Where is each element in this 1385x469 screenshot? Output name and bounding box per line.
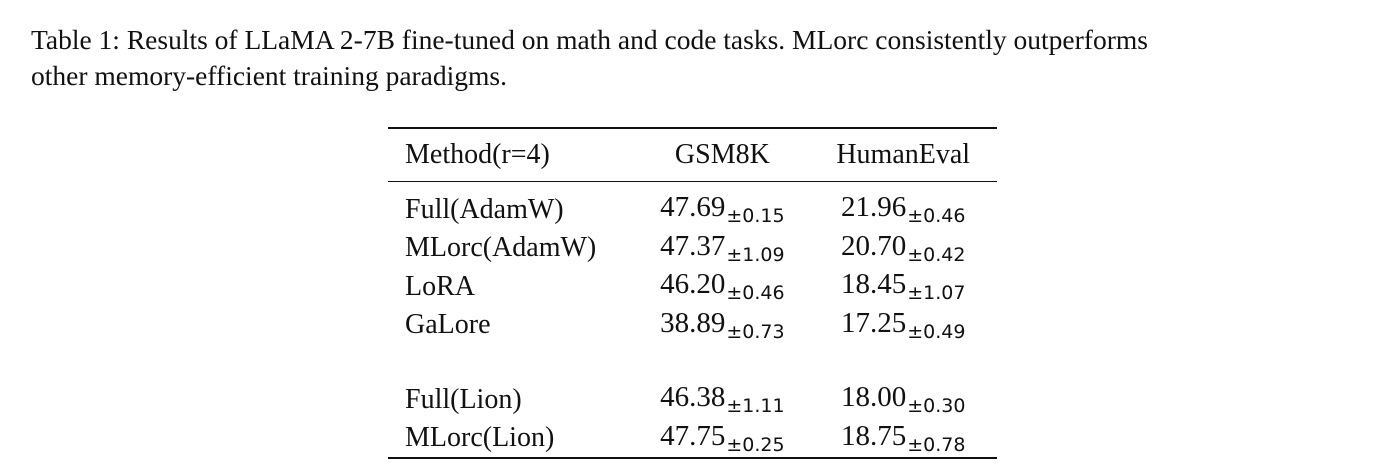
method-cell: LoRA [405,270,475,302]
gsm8k-cell: 46.38±1.11 [635,380,809,419]
gsm8k-cell: 47.37±1.09 [635,229,809,268]
gsm8k-value: 47.75 [660,419,726,452]
table-row: Full(AdamW) 47.69±0.15 21.96±0.46 [388,182,997,229]
gsm8k-cell: 38.89±0.73 [635,306,809,345]
method-cell: MLorc(Lion) [405,422,555,453]
gsm8k-std: ±0.73 [726,320,785,343]
gsm8k-std: ±0.25 [726,433,785,456]
table-header-row: Method(r=4) GSM8K HumanEval [388,128,997,182]
humaneval-cell: 18.00±0.30 [809,380,997,419]
header-gsm8k: GSM8K [674,139,770,170]
caption-line-2: other memory-efficient training paradigm… [31,60,507,91]
gsm8k-value: 38.89 [660,306,726,339]
gsm8k-value: 46.38 [660,381,726,413]
gsm8k-std: ±1.11 [726,395,785,417]
table-caption: Table 1: Results of LLaMA 2-7B fine-tune… [31,22,1361,94]
table-row: MLorc(AdamW) 47.37±1.09 20.70±0.42 [388,229,997,268]
table-row: LoRA 46.20±0.46 18.45±1.07 [388,267,997,306]
header-humaneval: HumanEval [836,139,971,170]
method-cell: Full(AdamW) [405,193,564,225]
caption-line-1: Table 1: Results of LLaMA 2-7B fine-tune… [31,24,1148,55]
gsm8k-cell: 46.20±0.46 [635,267,809,306]
humaneval-value: 18.75 [840,419,907,452]
humaneval-cell: 21.96±0.46 [809,182,997,229]
results-table: Method(r=4) GSM8K HumanEval Full(AdamW) … [388,127,997,459]
group-spacer [388,344,997,380]
results-table-container: Method(r=4) GSM8K HumanEval Full(AdamW) … [388,127,997,459]
humaneval-value: 18.00 [840,381,907,413]
gsm8k-std: ±0.15 [726,205,785,227]
humaneval-std: ±0.30 [907,395,966,417]
humaneval-value: 18.45 [840,268,907,300]
gsm8k-std: ±0.46 [726,282,785,304]
group-spacer-row [388,344,997,380]
table-row: Full(Lion) 46.38±1.11 18.00±0.30 [388,380,997,419]
humaneval-std: ±1.07 [907,282,966,304]
humaneval-std: ±0.46 [907,205,966,227]
humaneval-value: 21.96 [840,191,907,223]
table-row: MLorc(Lion) 47.75±0.25 18.75±0.78 [388,419,997,459]
table-row: GaLore 38.89±0.73 17.25±0.49 [388,306,997,345]
humaneval-std: ±0.78 [907,433,966,456]
gsm8k-value: 47.69 [660,191,726,223]
humaneval-cell: 18.45±1.07 [809,267,997,306]
humaneval-cell: 17.25±0.49 [809,306,997,345]
humaneval-value: 20.70 [840,229,907,262]
humaneval-std: ±0.49 [907,320,966,343]
header-method: Method(r=4) [405,139,550,170]
humaneval-value: 17.25 [840,306,907,339]
gsm8k-cell: 47.69±0.15 [635,182,809,229]
humaneval-cell: 18.75±0.78 [809,419,997,459]
gsm8k-cell: 47.75±0.25 [635,419,809,459]
humaneval-std: ±0.42 [907,243,966,266]
method-cell: Full(Lion) [405,383,522,415]
humaneval-cell: 20.70±0.42 [809,229,997,268]
gsm8k-value: 46.20 [660,268,726,300]
method-cell: MLorc(AdamW) [405,232,597,263]
gsm8k-value: 47.37 [660,229,726,262]
gsm8k-std: ±1.09 [726,243,785,266]
method-cell: GaLore [405,309,491,340]
